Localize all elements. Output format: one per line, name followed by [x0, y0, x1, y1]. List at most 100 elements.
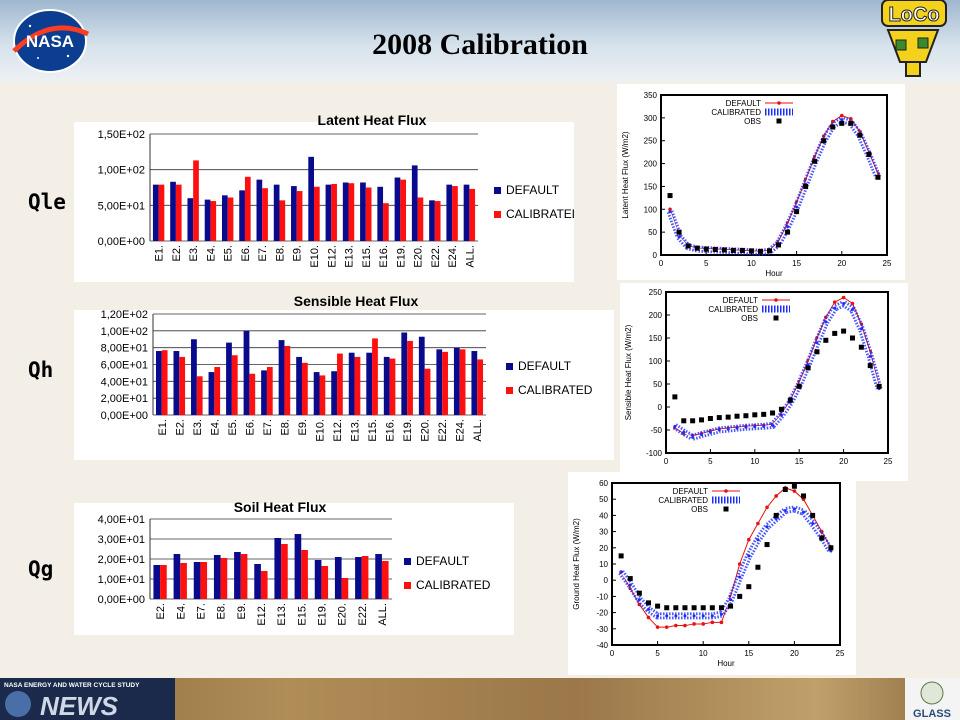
y-tick-label: 350: [644, 91, 658, 100]
bar-calibrated: [424, 368, 431, 415]
point-calibrated: [783, 509, 787, 513]
y-tick-label: 1,00E+01: [98, 574, 145, 586]
y-tick-label: 5,00E+01: [98, 200, 145, 212]
legend-label-calibrated: CALIBRATED: [711, 108, 761, 117]
bar-calibrated: [296, 191, 303, 241]
point-obs: [814, 349, 820, 355]
y-tick-label: 1,50E+02: [98, 129, 145, 141]
point-obs: [801, 493, 807, 499]
point-obs: [709, 605, 715, 611]
bar-default: [152, 184, 159, 241]
bar-default: [377, 186, 384, 241]
point-obs: [773, 512, 779, 518]
x-tick-label: E2.: [171, 245, 183, 262]
bar-default: [155, 351, 162, 415]
point-obs: [839, 120, 845, 126]
y-tick-label: 0: [653, 251, 658, 260]
x-tick-label: 5: [704, 259, 709, 268]
legend-label-default: DEFAULT: [518, 359, 572, 373]
point-obs: [746, 584, 752, 590]
bar-calibrated: [262, 188, 268, 241]
x-tick-label: ALL.: [377, 603, 389, 626]
point-calibrated: [744, 425, 748, 429]
plot-background: [568, 472, 856, 675]
bar-default: [383, 356, 390, 415]
x-tick-label: 10: [750, 457, 759, 466]
x-tick-label: E8.: [279, 419, 291, 436]
loco-logo-text: LoCo: [888, 4, 939, 26]
bar-calibrated: [180, 563, 187, 599]
y-tick-label: 8,00E+01: [101, 343, 148, 355]
y-tick-label: -50: [650, 426, 662, 435]
legend-label-default: DEFAULT: [416, 554, 470, 568]
x-tick-label: E4.: [209, 419, 221, 436]
bar-calibrated: [244, 176, 251, 241]
point-obs: [823, 337, 829, 343]
y-tick-label: 100: [649, 357, 663, 366]
point-obs: [796, 383, 802, 389]
x-tick-label: E10.: [309, 245, 321, 268]
point-calibrated: [637, 598, 641, 602]
bar-calibrated: [341, 578, 349, 599]
point-calibrated: [656, 614, 660, 618]
legend-label-calibrated: CALIBRATED: [416, 578, 491, 592]
glass-logo-text: GLASS: [913, 708, 951, 720]
bar-calibrated: [365, 187, 372, 241]
bar-calibrated: [321, 566, 329, 599]
point-obs: [858, 344, 864, 350]
point-calibrated: [779, 413, 783, 417]
point-calibrated: [859, 327, 863, 331]
point-obs: [821, 138, 827, 144]
point-calibrated: [708, 430, 712, 434]
y-tick-label: 1,20E+02: [101, 309, 148, 321]
y-tick-label: 0,00E+00: [98, 594, 145, 606]
point-obs: [803, 183, 809, 189]
point-obs: [691, 605, 697, 611]
bar-default: [331, 371, 338, 415]
bar-default: [273, 184, 280, 241]
y-tick-label: 50: [599, 495, 608, 504]
bar-default: [291, 186, 297, 241]
point-obs: [721, 247, 727, 253]
bar-calibrated: [477, 359, 484, 415]
x-tick-label: E9.: [297, 419, 309, 436]
bar-default: [418, 336, 425, 415]
point-default: [737, 562, 742, 566]
x-tick-label: E16.: [385, 419, 397, 442]
point-default: [756, 521, 760, 526]
bar-calibrated: [193, 160, 199, 241]
point-obs: [866, 151, 872, 157]
bar-calibrated: [161, 350, 168, 415]
bar-default: [436, 349, 443, 415]
point-calibrated: [735, 426, 739, 430]
y-tick-label: -40: [596, 641, 608, 650]
bar-default: [170, 181, 176, 241]
bar-calibrated: [284, 345, 291, 415]
point-obs: [667, 193, 673, 199]
point-obs: [805, 365, 811, 371]
series-line-default: [620, 487, 832, 628]
bar-default: [221, 195, 228, 241]
bar-calibrated: [337, 353, 343, 415]
point-obs: [867, 363, 873, 369]
legend-label-obs: OBS: [741, 314, 758, 323]
point-calibrated: [726, 427, 730, 431]
point-calibrated: [850, 307, 854, 311]
sensible-heat-flux-diurnal-plot: -100 -50 0 50 100 150 200 250 0 5 10 15 20 25 Sensible…: [620, 283, 908, 481]
legend-label-calibrated: CALIBRATED: [506, 207, 574, 221]
bar-default: [243, 330, 250, 415]
x-tick-label: 0: [659, 259, 664, 268]
x-tick-label: E6.: [244, 419, 256, 436]
bar-calibrated: [459, 349, 466, 415]
point-obs: [782, 486, 788, 492]
y-tick-label: -20: [596, 609, 608, 618]
legend-label-obs: OBS: [691, 505, 708, 514]
chart-title: Sensible Heat Flux: [294, 293, 419, 309]
point-obs: [764, 542, 770, 548]
bar-default: [375, 554, 382, 599]
news-logo-subtitle: NASA ENERGY AND WATER CYCLE STUDY: [4, 682, 140, 689]
point-calibrated: [729, 598, 733, 602]
x-axis-label: Hour: [765, 269, 783, 278]
bar-calibrated: [314, 186, 320, 241]
legend-label-obs: OBS: [744, 117, 761, 126]
